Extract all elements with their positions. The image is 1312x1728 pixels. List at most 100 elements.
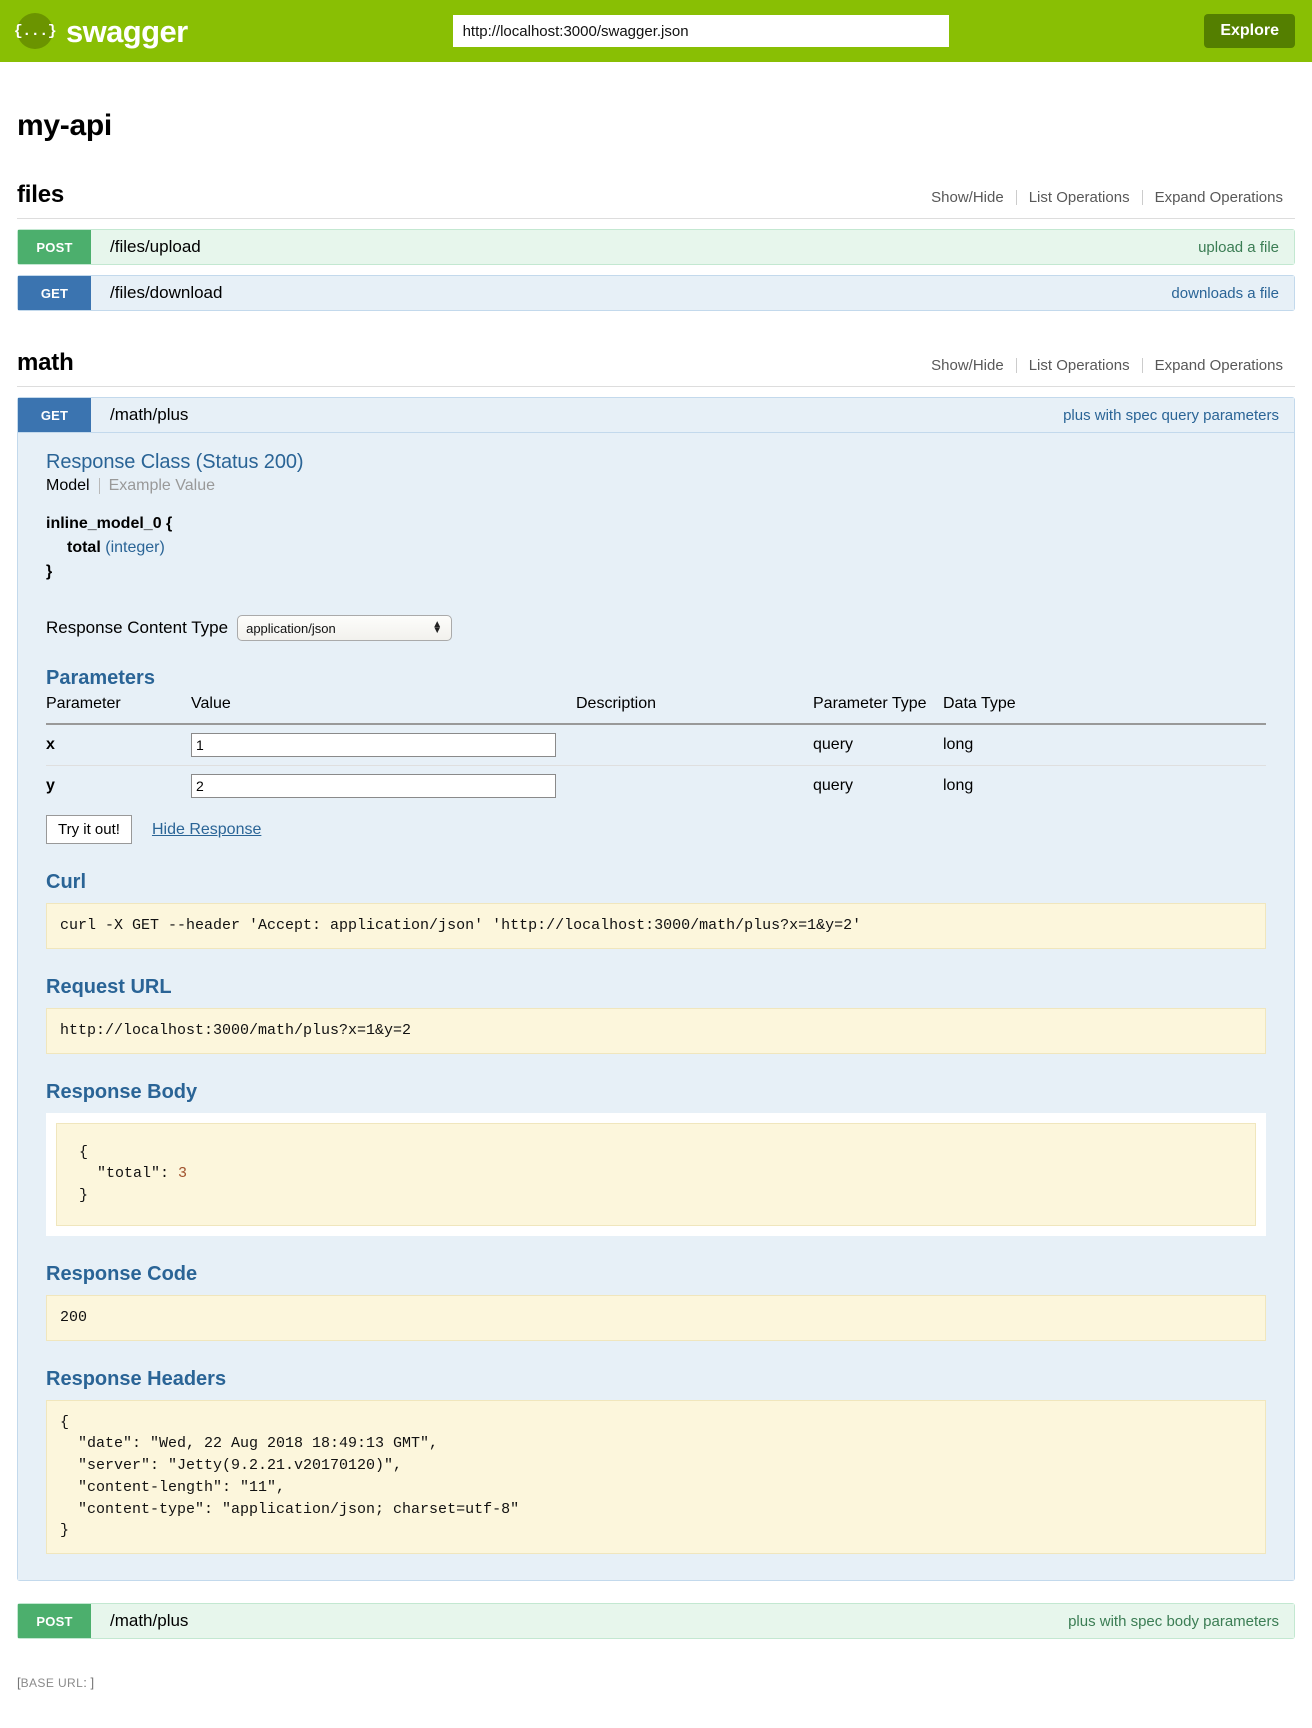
main-content: my-api files Show/Hide List Operations E… (0, 109, 1312, 1639)
th-value: Value (191, 695, 576, 725)
try-it-out-button[interactable]: Try it out! (46, 815, 132, 844)
parameter-data-type: long (943, 724, 1266, 766)
operation-header[interactable]: POST /math/plus plus with spec body para… (17, 1603, 1295, 1639)
operation-path: /files/upload (110, 237, 201, 256)
explore-button[interactable]: Explore (1204, 14, 1295, 48)
divider (1015, 190, 1017, 205)
response-body-heading: Response Body (46, 1080, 198, 1103)
response-content-type-select[interactable]: application/json ▲ ▼ (237, 615, 453, 641)
th-description: Description (576, 695, 813, 725)
list-operations-link[interactable]: List Operations (1028, 189, 1130, 206)
request-url-value: http://localhost:3000/math/plus?x=1&y=2 (46, 1007, 1266, 1054)
model-open: inline_model_0 { (46, 515, 173, 532)
parameters-heading: Parameters (46, 667, 155, 689)
operation-summary[interactable]: plus with spec body parameters (1068, 1612, 1279, 1630)
page-title: my-api (17, 109, 112, 142)
operation-path: /math/plus (110, 405, 189, 424)
response-body-line-close: } (79, 1187, 89, 1204)
footer-open-bracket: [ (17, 1675, 21, 1690)
tab-model[interactable]: Model (46, 477, 90, 494)
response-class-heading: Response Class (Status 200) (46, 451, 304, 473)
divider (1015, 358, 1017, 373)
response-headers-value: { "date": "Wed, 22 Aug 2018 18:49:13 GMT… (46, 1399, 1266, 1554)
resource-header: math Show/Hide List Operations Expand Op… (17, 349, 1295, 387)
parameter-name: y (46, 777, 55, 794)
parameter-type: query (813, 777, 854, 794)
model-tabs: Model Example Value (46, 477, 1266, 495)
request-url-heading: Request URL (46, 975, 172, 998)
show-hide-link[interactable]: Show/Hide (931, 189, 1004, 206)
resource-header: files Show/Hide List Operations Expand O… (17, 181, 1295, 219)
parameter-data-type: long (943, 777, 974, 794)
th-parameter: Parameter (46, 695, 191, 725)
parameter-x-input[interactable] (191, 733, 556, 757)
footer: [BASE URL: ] (0, 1661, 1312, 1710)
operation-header[interactable]: POST /files/upload upload a file (17, 229, 1295, 265)
expand-operations-link[interactable]: Expand Operations (1154, 189, 1283, 206)
resource-title: math (17, 349, 74, 376)
parameter-description (576, 766, 813, 807)
th-parameter-type: Parameter Type (813, 695, 943, 725)
operation-header[interactable]: GET /math/plus plus with spec query para… (17, 397, 1295, 433)
method-badge: GET (18, 398, 91, 432)
operation-summary[interactable]: downloads a file (1171, 284, 1279, 302)
divider (1141, 358, 1143, 373)
response-content-type-label: Response Content Type (46, 618, 229, 637)
base-url-label: BASE URL (20, 1676, 84, 1690)
divider (98, 478, 100, 494)
response-body-key: "total": (79, 1165, 179, 1183)
resource-math: math Show/Hide List Operations Expand Op… (17, 349, 1295, 1639)
response-body-line-open: { (79, 1143, 89, 1161)
topbar: {...} swagger Explore (0, 0, 1312, 62)
operation-post-math-plus: POST /math/plus plus with spec body para… (17, 1603, 1295, 1639)
parameters-table: Parameter Value Description Parameter Ty… (46, 695, 1266, 806)
tab-example-value[interactable]: Example Value (108, 477, 216, 494)
operation-post-files-upload: POST /files/upload upload a file (17, 229, 1295, 265)
model-property: total (integer) (46, 536, 1266, 560)
expand-operations-link[interactable]: Expand Operations (1154, 357, 1283, 374)
table-header-row: Parameter Value Description Parameter Ty… (46, 695, 1266, 725)
operation-get-math-plus: GET /math/plus plus with spec query para… (17, 397, 1295, 1581)
spec-url-input[interactable] (452, 15, 949, 47)
operation-header[interactable]: GET /files/download downloads a file (17, 275, 1295, 311)
model-property-name: total (67, 539, 101, 556)
swagger-logo-link[interactable]: {...} swagger (14, 13, 188, 49)
selected-content-type: application/json (246, 620, 336, 636)
response-code-value: 200 (46, 1294, 1266, 1341)
parameter-y-input[interactable] (191, 774, 556, 798)
response-code-heading: Response Code (46, 1262, 198, 1285)
curl-heading: Curl (46, 871, 86, 893)
method-badge: POST (18, 230, 91, 264)
list-operations-link[interactable]: List Operations (1028, 357, 1130, 374)
resource-title: files (17, 181, 65, 208)
swagger-braces-icon: {...} (14, 13, 57, 49)
resource-options: Show/Hide List Operations Expand Operati… (919, 189, 1295, 206)
table-row: y query long (46, 766, 1266, 807)
method-badge: POST (18, 1604, 91, 1638)
operation-summary[interactable]: plus with spec query parameters (1063, 406, 1279, 424)
response-body-number: 3 (178, 1165, 188, 1183)
chevron-updown-icon: ▲ ▼ (432, 618, 443, 636)
footer-close-bracket: ] (90, 1675, 95, 1690)
parameter-value-cell (191, 724, 576, 766)
divider (1141, 190, 1143, 205)
operation-summary[interactable]: upload a file (1198, 238, 1279, 256)
model-close: } (46, 563, 53, 580)
model-property-type: (integer) (105, 539, 165, 556)
model-signature: inline_model_0 { total (integer) } (46, 512, 1266, 584)
operation-path: /math/plus (110, 1611, 189, 1630)
hide-response-link[interactable]: Hide Response (151, 820, 262, 838)
show-hide-link[interactable]: Show/Hide (931, 357, 1004, 374)
response-body-value: { "total": 3 } (56, 1122, 1256, 1226)
parameter-type: query (813, 724, 943, 766)
curl-command: curl -X GET --header 'Accept: applicatio… (46, 903, 1266, 949)
parameter-value-cell (191, 766, 576, 807)
operation-get-files-download: GET /files/download downloads a file (17, 275, 1295, 311)
response-body-outer: { "total": 3 } (46, 1112, 1266, 1236)
operation-detail-panel: Response Class (Status 200) Model Exampl… (17, 433, 1295, 1581)
try-it-out-row: Try it out! Hide Response (46, 815, 1266, 844)
parameter-name: x (46, 724, 191, 766)
resource-files: files Show/Hide List Operations Expand O… (17, 181, 1295, 311)
method-badge: GET (18, 276, 91, 310)
